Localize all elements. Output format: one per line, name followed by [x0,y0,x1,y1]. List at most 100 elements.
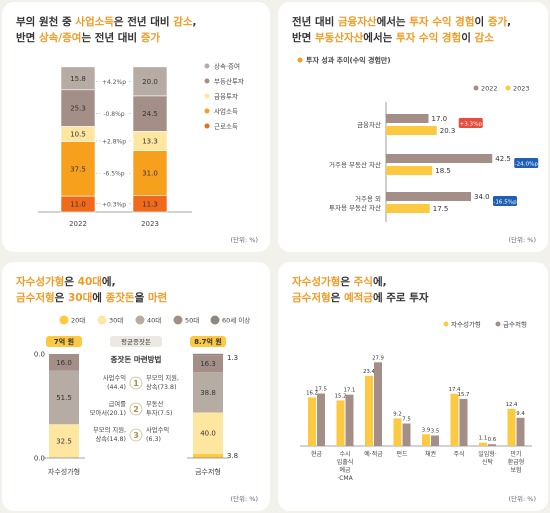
bar-segment [193,353,223,356]
bar-segment [132,95,168,132]
data-label: 0.0 [34,351,45,359]
bar [422,434,430,446]
chart-subtitle: 투자 성과 추이(수익 경험만) [306,56,391,65]
legend-label: 60세 이상 [222,316,250,325]
change-badge [514,158,539,168]
method-left: 상속(14.8) [95,434,126,443]
x-tick-label: 주식 [453,450,464,458]
data-label: 12.4 [506,402,518,408]
data-label: 17.4 [449,387,461,393]
data-label: 7.5 [402,417,410,423]
change-label-bg [100,108,128,119]
x-tick-label: 펀드 [396,450,408,458]
data-label: 32.5 [56,438,72,446]
legend-marker [59,315,69,325]
method-left: 모아서(20.1) [90,408,126,417]
data-label: 0.6 [488,437,497,443]
change-label-bg [100,76,128,87]
change-label: +2.8%p [102,139,126,146]
bar [317,393,325,446]
rank-badge [129,428,143,442]
x-tick-label: 자수성가형 [48,467,80,476]
legend-label: 금융투자 [214,92,238,101]
bar [345,394,354,446]
panel-investment-type: 자수성가형은 주식에, 금수저형은 예적금에 주로 투자 자수성가형 금수저형 16… [278,262,548,511]
x-tick-label: 채권 [425,450,436,458]
panel4-title-line2: 금수저형은 예적금에 주로 투자 [292,292,429,304]
legend-marker [204,78,210,84]
method-left: 부모의 지원, [93,425,126,434]
data-label: 3.8 [227,452,238,460]
bar [308,397,316,446]
bar [386,166,433,175]
data-label: 17.5 [315,387,327,393]
data-label: 10.5 [70,131,86,139]
data-label: 16.3 [200,360,216,368]
legend-marker [204,63,210,69]
legend-marker [97,315,107,325]
change-label-bg [100,136,128,147]
legend-marker [495,321,501,327]
legend-marker [173,315,183,325]
legend-label: 부동산투자 [214,77,244,86]
legend-label: 사업소득 [214,107,238,116]
panel2-title-line2: 반면 부동산자산에서는 투자 수익 경험이 감소 [292,32,494,44]
bar-segment [193,372,223,413]
data-label: 16.0 [56,359,72,367]
legend-marker [204,108,210,114]
bar [336,400,345,446]
bar-segment [49,424,79,458]
change-badge [458,118,483,128]
change-label: -6.5%p [103,171,124,178]
data-label: 23.4 [363,369,375,375]
panel4-title: 자수성가형은 주식에, 금수저형은 예적금에 주로 투자 [292,274,429,306]
data-label: 51.5 [56,394,72,402]
x-tick-label: 입출식 [337,458,354,466]
bar [386,154,493,163]
legend-label: 상속·증여 [214,62,240,71]
panel2-title-line1: 전년 대비 금융자산에서는 투자 수익 경험이 증가, [292,16,512,28]
data-label: 1.1 [479,436,487,442]
method-right: 부동산 [146,399,164,408]
data-label: 15.8 [70,75,86,83]
bar-segment [132,66,168,97]
bar-segment [49,370,79,425]
change-badge-label: -24.0%p [515,161,539,167]
wealth-source-chart: 11.0 37.5 10.5 25.3 15.8 2022 11.3 31.0 13.3 24.5… [38,62,244,228]
rank-number: 2 [133,405,139,414]
method-right: 부모의 지원, [146,373,179,382]
panel1-unit: (단위: %) [230,236,258,244]
data-label: 42.5 [495,155,511,163]
x-tick-label: 일임형· [478,450,497,458]
center-header-label: 평균종잣돈 [121,337,151,346]
panel4-unit: (단위: %) [508,495,536,503]
data-label: 17.5 [433,205,449,213]
x-tick-label: ·CMA [337,475,353,482]
legend-label: 2022 [481,85,498,93]
bar [459,398,468,446]
bar [365,375,373,446]
data-label: 9.2 [393,411,401,417]
panel1-title: 부의 원천 중 사업소득은 전년 대비 감소, 반면 상속/증여는 전년 대비 … [16,14,197,46]
data-label: 11.0 [70,201,86,209]
bar-segment [132,150,168,196]
method-right: 사업수익 [146,425,169,434]
x-tick-label: 환급형 [508,458,525,466]
legend-label: 근로소득 [214,123,238,131]
x-tick-label: 보험 [510,466,521,474]
data-label: 37.5 [70,165,86,173]
bar [386,204,430,213]
rank-badge [129,376,143,390]
legend-marker [210,315,220,325]
x-tick-label: 수시 [339,451,350,458]
method-right: (6.3) [146,436,161,443]
header-badge [46,336,82,347]
method-right: 상속(73.8) [146,382,177,391]
header-label: 8.7억 원 [194,337,222,346]
legend-marker [443,321,449,327]
panel2-unit: (단위: %) [508,236,536,244]
legend-label: 금수저형 [503,320,527,329]
legend-marker [204,93,210,99]
method-left: 사업수익 [103,373,126,382]
legend-label: 자수성가형 [451,320,481,329]
